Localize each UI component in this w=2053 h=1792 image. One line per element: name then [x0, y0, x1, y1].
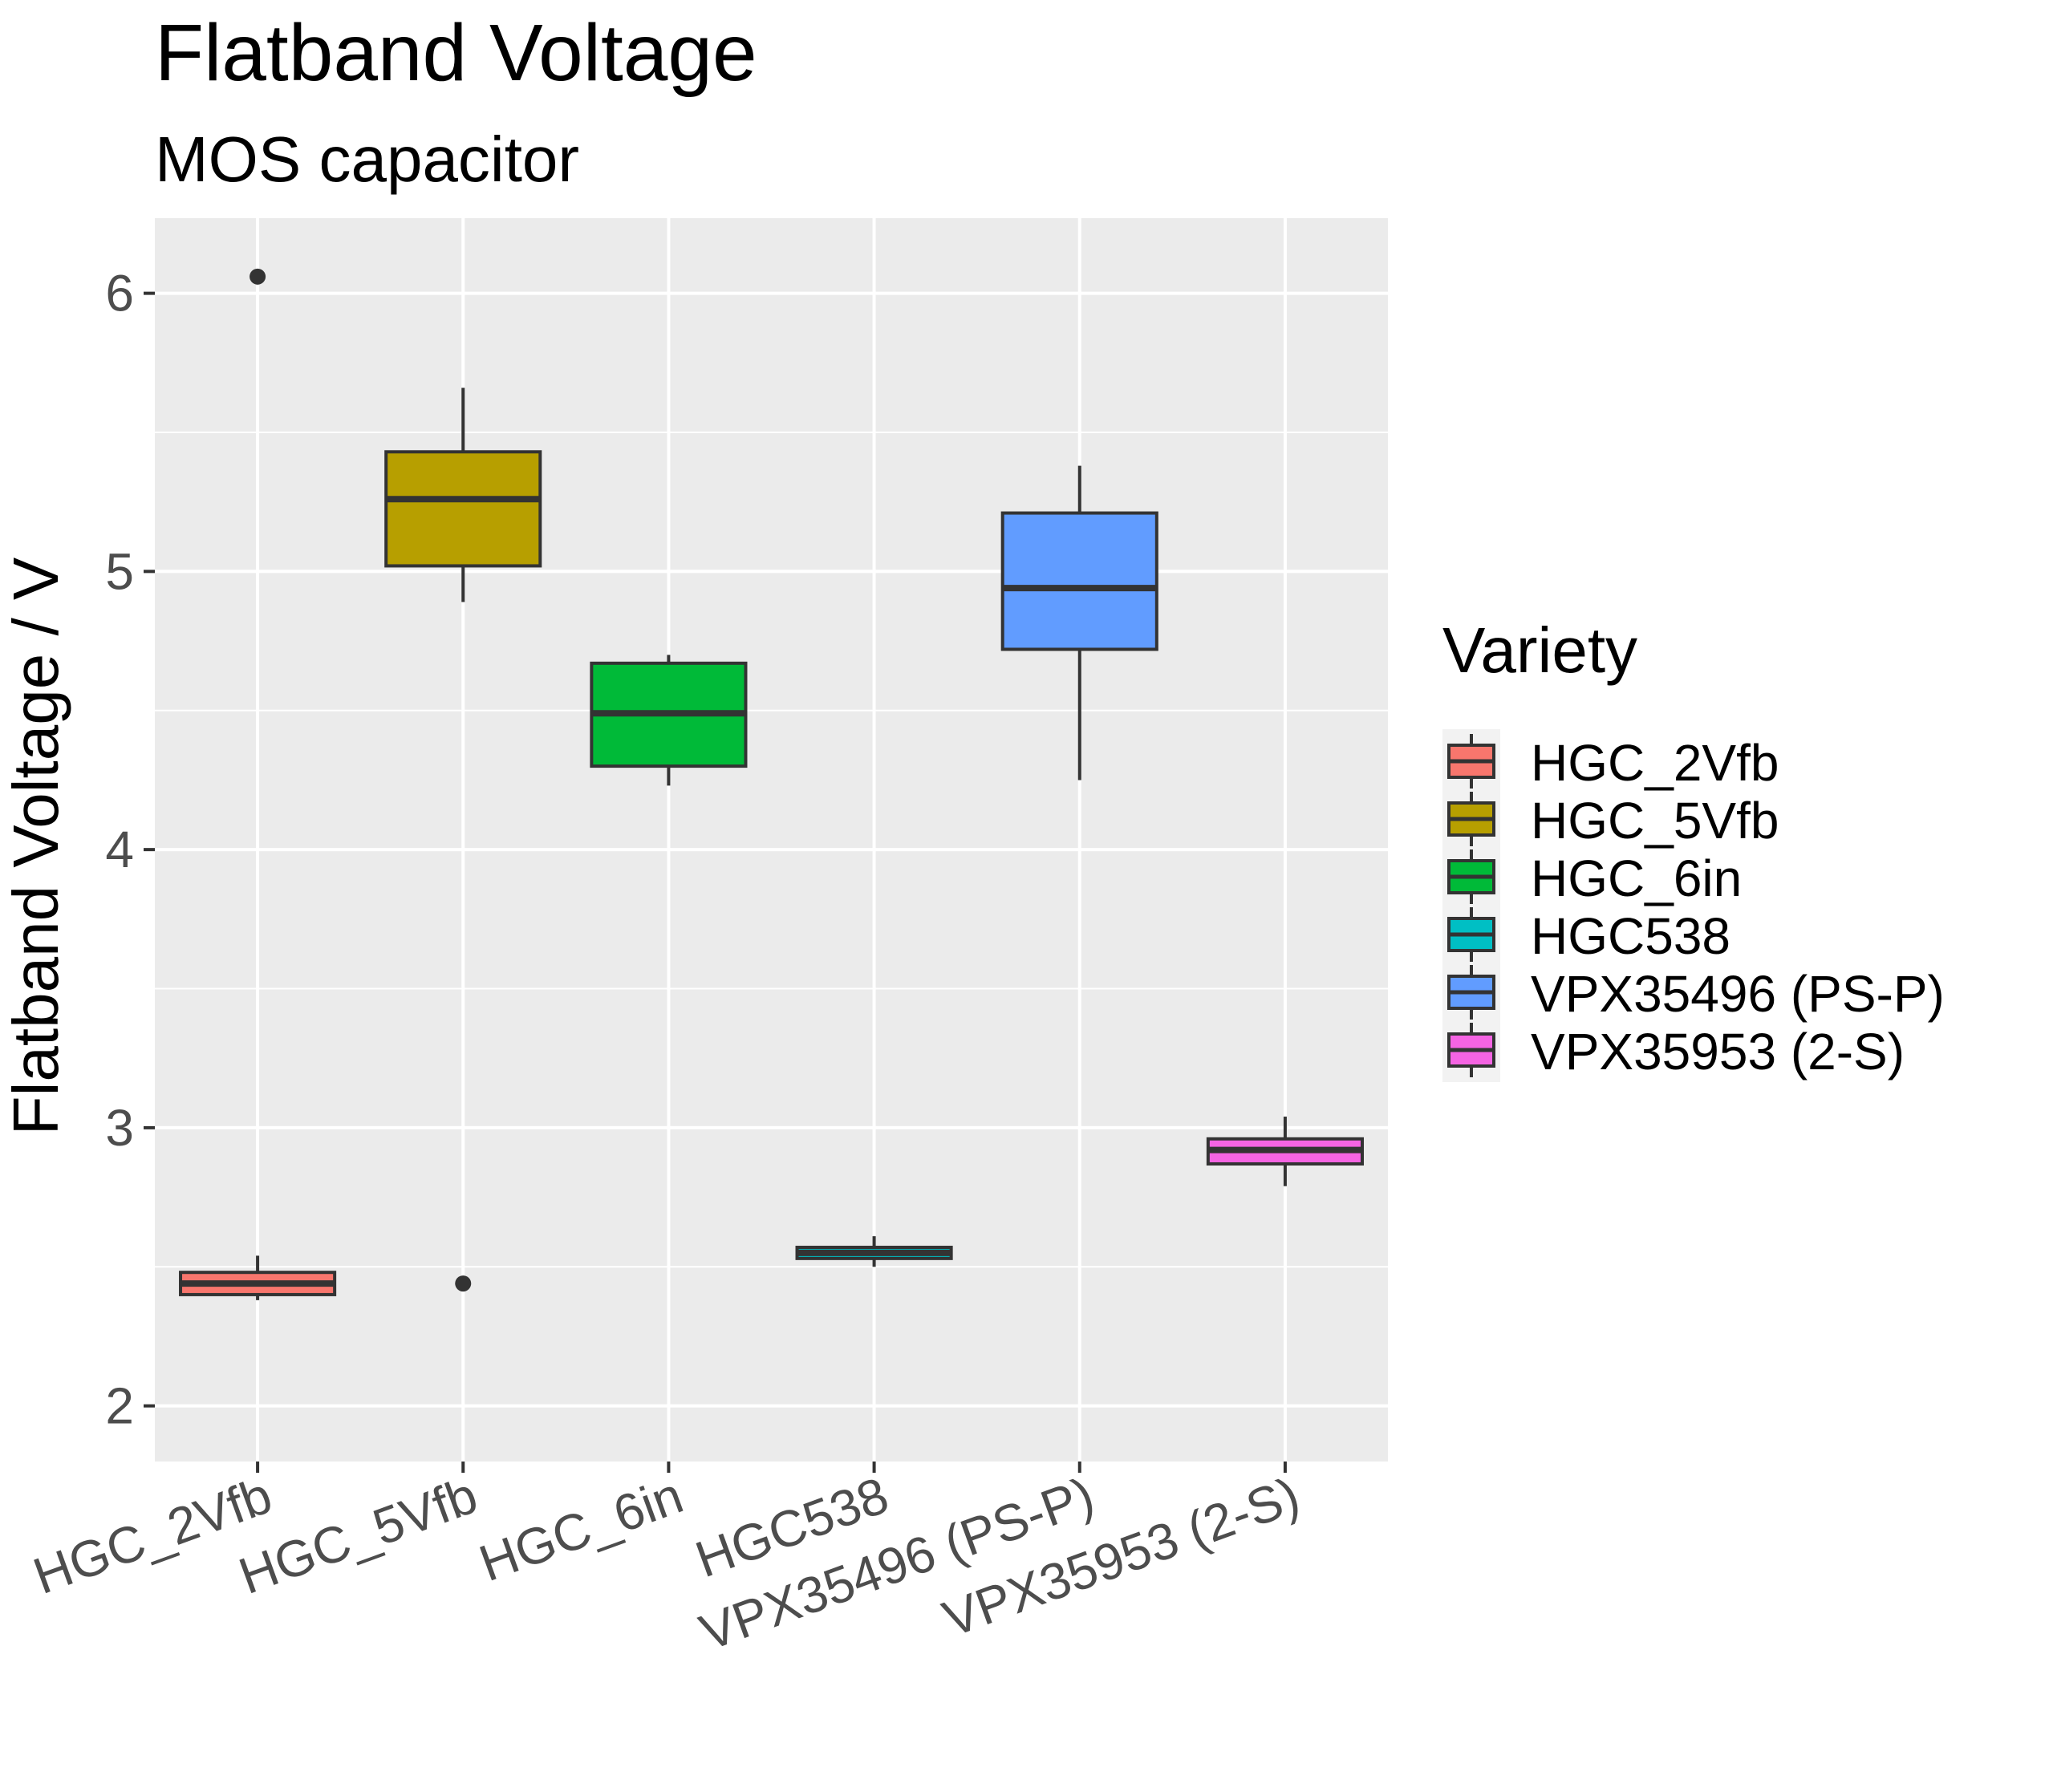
- legend-label: VPX35953 (2-S): [1531, 1023, 1905, 1080]
- y-tick-label: 5: [105, 542, 134, 600]
- box: [1000, 511, 1158, 651]
- y-tick-label: 3: [105, 1099, 134, 1157]
- legend-title: Variety: [1442, 614, 1637, 686]
- x-tick-label: HGC_2Vfb: [26, 1466, 278, 1605]
- plot-panel: [155, 218, 1388, 1462]
- outlier-point: [455, 1275, 472, 1292]
- box-series: [179, 268, 1364, 1300]
- legend-label: HGC_5Vfb: [1531, 792, 1779, 849]
- legend-label: VPX35496 (PS-P): [1531, 965, 1945, 1023]
- legend-label: HGC538: [1531, 907, 1730, 965]
- box: [384, 450, 542, 568]
- legend-label: HGC_6in: [1531, 849, 1742, 907]
- y-axis: 2 3 4 5 6: [105, 265, 155, 1435]
- y-tick-label: 6: [105, 265, 134, 322]
- chart-subtitle: MOS capacitor: [155, 124, 579, 195]
- y-tick-label: 2: [105, 1377, 134, 1435]
- grid-minor: [155, 432, 1388, 1268]
- legend: Variety HGC_2VfbHGC_5VfbHGC_6inHGC538VPX…: [1442, 614, 1945, 1082]
- legend-label: HGC_2Vfb: [1531, 734, 1779, 792]
- chart-title: Flatband Voltage: [155, 8, 757, 98]
- y-axis-label: Flatband Voltage / V: [0, 557, 71, 1135]
- x-tick-label: HGC_6in: [472, 1466, 690, 1592]
- x-tick-label: HGC_5Vfb: [232, 1466, 485, 1605]
- outlier-point: [250, 268, 266, 285]
- y-tick-label: 4: [105, 821, 134, 878]
